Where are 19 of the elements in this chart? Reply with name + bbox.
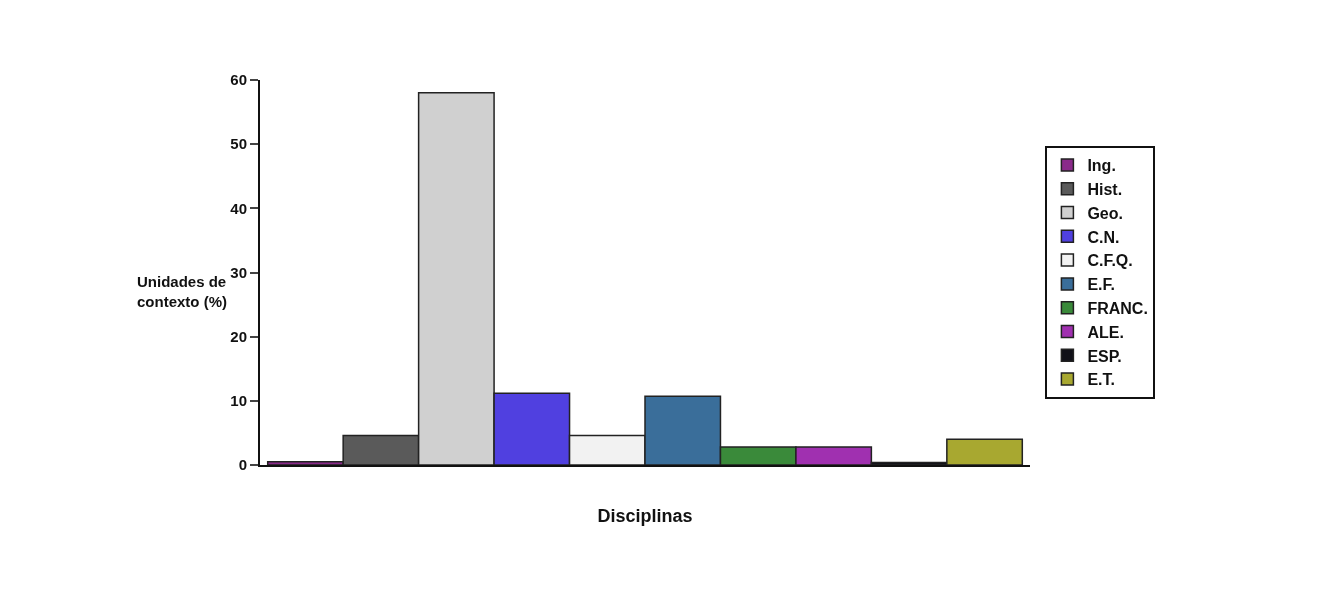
y-tick-label: 40 bbox=[230, 199, 247, 217]
legend-label: E.T. bbox=[1087, 371, 1115, 389]
legend-label: E.F. bbox=[1087, 276, 1115, 294]
legend-label: FRANC. bbox=[1087, 299, 1148, 317]
legend-label: ALE. bbox=[1087, 323, 1124, 341]
y-tick-label: 30 bbox=[230, 263, 247, 281]
legend-label: ESP. bbox=[1087, 347, 1122, 365]
y-tick-label: 0 bbox=[238, 456, 247, 474]
y-tick-label: 60 bbox=[230, 71, 247, 89]
y-tick-label: 20 bbox=[230, 327, 247, 345]
y-axis-title: Unidades de contexto (%) bbox=[137, 273, 227, 310]
y-tick-label: 50 bbox=[230, 135, 247, 153]
x-axis-title: Disciplinas bbox=[597, 505, 693, 526]
legend-label: Ing. bbox=[1087, 157, 1116, 175]
y-tick-label: 10 bbox=[230, 392, 247, 410]
legend-label: Hist. bbox=[1087, 180, 1123, 198]
legend-label: C.N. bbox=[1087, 228, 1120, 246]
legend-label: Geo. bbox=[1087, 204, 1123, 222]
legend-label: C.F.Q. bbox=[1087, 252, 1133, 270]
